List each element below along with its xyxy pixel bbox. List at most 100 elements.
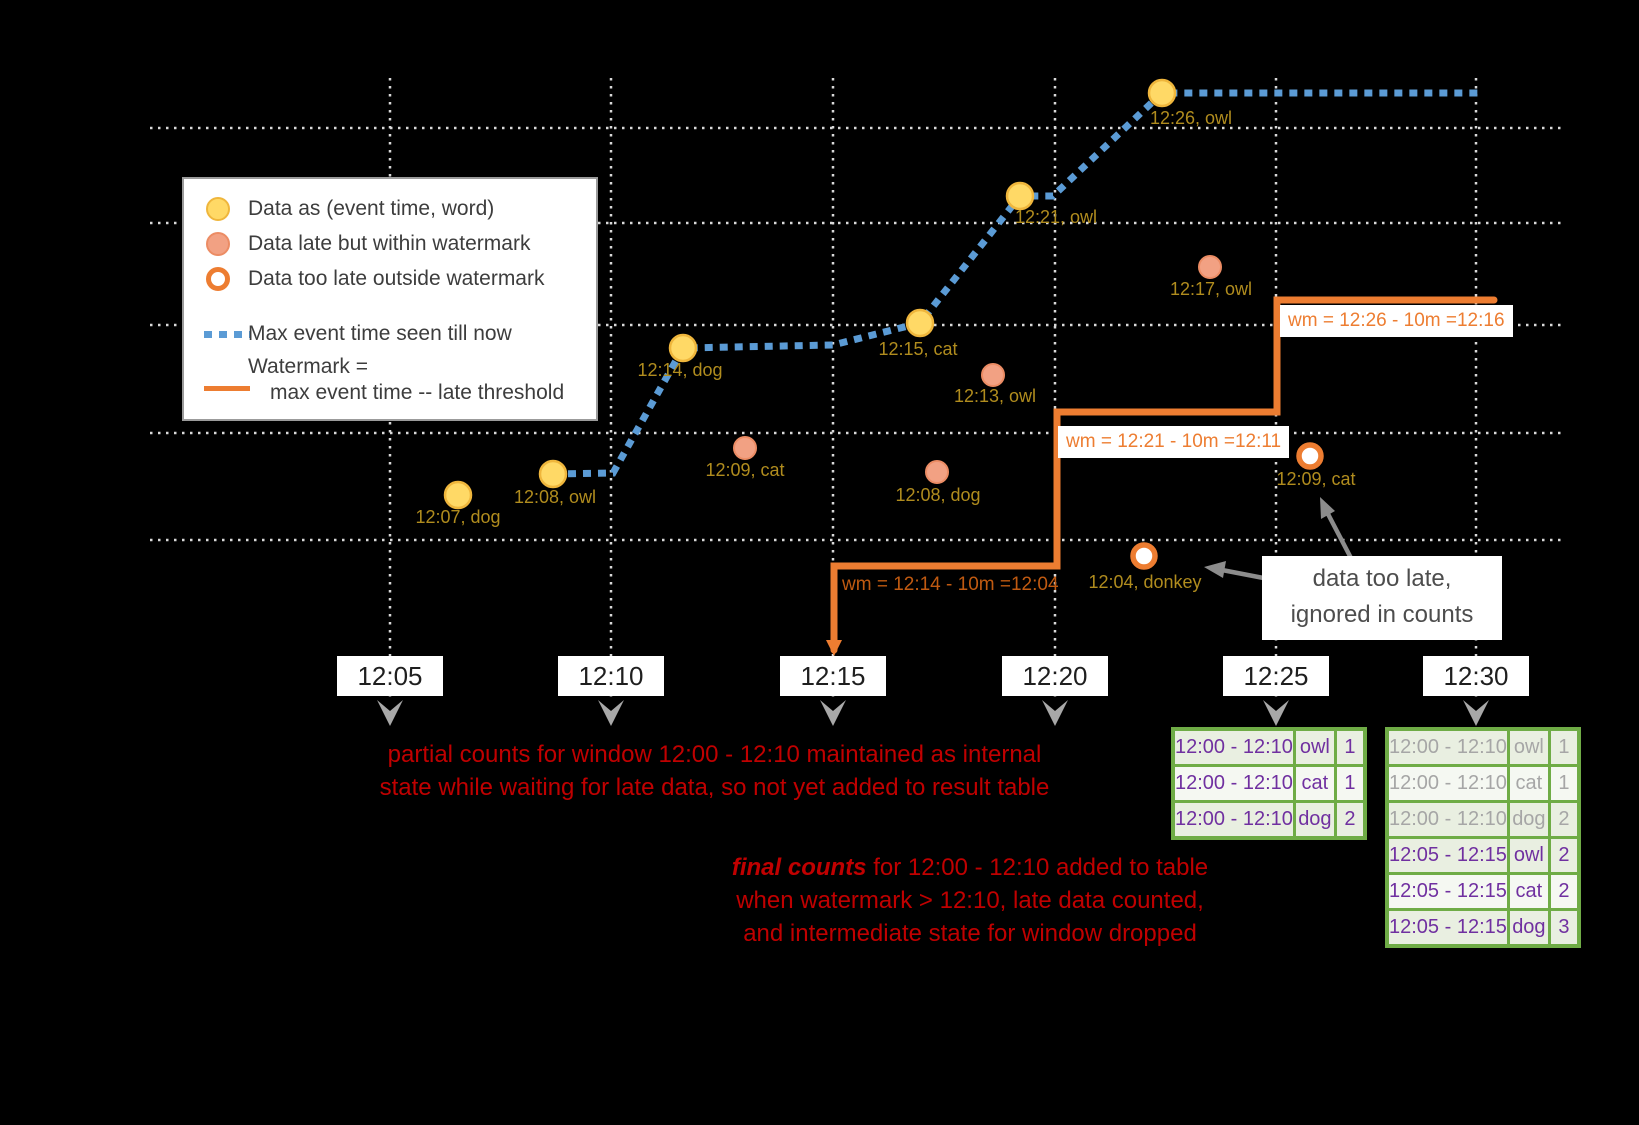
axis-tick-12-25: 12:25: [1223, 656, 1329, 696]
point-late-within: [981, 363, 1005, 387]
axis-tick-12-30: 12:30: [1423, 656, 1529, 696]
arrowhead-icon: [1320, 497, 1335, 519]
point-too-late: [1130, 542, 1158, 570]
watermark-label-2: wm = 12:21 - 10m =12:11: [1058, 426, 1290, 458]
result-table-12-30: 12:00 - 12:10 owl 1 12:00 - 12:10 cat 1 …: [1385, 727, 1581, 948]
data-point-label: 12:09, cat: [1276, 469, 1356, 489]
axis-arrow-icon: [820, 700, 846, 726]
on-time-dot-icon: [206, 197, 230, 221]
axis-arrow-icon: [598, 700, 624, 726]
count-cell: 1: [1333, 764, 1367, 803]
on-time-points: [443, 78, 1177, 510]
point-late-within: [1198, 255, 1222, 279]
too-late-annotation-line1: data too late,: [1312, 565, 1452, 592]
legend-item-label: Data late but within watermark: [248, 232, 531, 255]
window-cell: 12:00 - 12:10: [1385, 800, 1510, 839]
count-cell: 3: [1547, 908, 1581, 948]
too-late-annotation: data too late, ignored in counts: [1262, 556, 1502, 640]
window-cell: 12:00 - 12:10: [1171, 800, 1296, 840]
axis-arrow-icon: [1042, 700, 1068, 726]
axis-arrow-icon: [1463, 700, 1489, 726]
point-on-time: [538, 459, 568, 489]
final-counts-note: final counts for 12:00 - 12:10 added to …: [680, 851, 1260, 950]
partial-counts-note-line1: partial counts for window 12:00 - 12:10 …: [387, 741, 1042, 768]
table-row-dropped: 12:00 - 12:10 cat 1: [1385, 764, 1581, 803]
table-row: 12:05 - 12:15 owl 2: [1385, 836, 1581, 875]
watermark-line-start-arrow-icon: [826, 640, 842, 656]
window-cell: 12:05 - 12:15: [1385, 908, 1510, 948]
final-counts-emphasis: final counts: [731, 854, 867, 881]
table-row-dropped: 12:00 - 12:10 owl 1: [1385, 727, 1581, 767]
point-on-time: [668, 333, 698, 363]
axis-tick-12-10: 12:10: [558, 656, 664, 696]
table-row-dropped: 12:00 - 12:10 dog 2: [1385, 800, 1581, 839]
word-cell: cat: [1292, 764, 1337, 803]
result-table-12-25: 12:00 - 12:10 owl 1 12:00 - 12:10 cat 1 …: [1171, 727, 1367, 840]
axis-tick-12-05: 12:05: [337, 656, 443, 696]
legend-item-label2: max event time -- late threshold: [270, 381, 565, 404]
data-point-label: 12:08, owl: [513, 487, 597, 507]
point-too-late: [1296, 442, 1324, 470]
point-on-time: [1147, 78, 1177, 108]
count-cell: 2: [1547, 800, 1581, 839]
late-within-dot-icon: [206, 232, 230, 256]
point-late-within: [925, 460, 949, 484]
table-row: 12:00 - 12:10 owl 1: [1171, 727, 1367, 767]
data-point-label: 12:04, donkey: [1088, 572, 1202, 592]
window-cell: 12:00 - 12:10: [1171, 764, 1296, 803]
too-late-ring-icon: [206, 267, 230, 291]
window-cell: 12:05 - 12:15: [1385, 836, 1510, 875]
table-row: 12:00 - 12:10 cat 1: [1171, 764, 1367, 803]
window-cell: 12:00 - 12:10: [1171, 727, 1296, 767]
axis-arrow-icon: [1263, 700, 1289, 726]
word-cell: dog: [1292, 800, 1337, 840]
point-on-time: [443, 480, 473, 510]
watermark-line: [830, 296, 1498, 654]
legend-item-label: Max event time seen till now: [248, 322, 512, 345]
orange-line-icon: [204, 386, 250, 391]
partial-counts-note-line2: state while waiting for late data, so no…: [379, 774, 1050, 801]
word-cell: owl: [1506, 727, 1551, 767]
blue-dotted-line-icon: [204, 331, 250, 338]
legend-item-label: Data as (event time, word): [248, 197, 495, 220]
point-late-within: [733, 436, 757, 460]
final-counts-note-line1-rest: for 12:00 - 12:10 added to table: [866, 854, 1209, 881]
max-event-time-line: [552, 89, 1479, 478]
count-cell: 1: [1547, 764, 1581, 803]
watermark-label-1: wm = 12:14 - 10m =12:04: [842, 574, 1059, 595]
legend-item-label: Data too late outside watermark: [248, 267, 545, 290]
word-cell: cat: [1506, 872, 1551, 911]
too-late-points: [1130, 442, 1324, 570]
data-point-label: 12:15, cat: [878, 339, 958, 359]
table-row: 12:05 - 12:15 dog 3: [1385, 908, 1581, 948]
watermark-label-3: wm = 12:26 - 10m =12:16: [1280, 305, 1513, 337]
count-cell: 1: [1333, 727, 1367, 767]
final-counts-note-line1: final counts for 12:00 - 12:10 added to …: [680, 851, 1260, 884]
word-cell: owl: [1506, 836, 1551, 875]
window-cell: 12:05 - 12:15: [1385, 872, 1510, 911]
axis-tick-12-20: 12:20: [1002, 656, 1108, 696]
point-on-time: [1005, 181, 1035, 211]
count-cell: 2: [1547, 872, 1581, 911]
data-point-label: 12:09, cat: [705, 460, 785, 480]
count-cell: 1: [1547, 727, 1581, 767]
arrow-to-late-cat: [1326, 512, 1354, 562]
data-point-label: 12:14, dog: [637, 360, 723, 380]
table-row: 12:00 - 12:10 dog 2: [1171, 800, 1367, 840]
legend-item-label: Watermark =: [248, 355, 368, 378]
final-counts-note-line2: when watermark > 12:10, late data counte…: [736, 887, 1204, 914]
final-counts-note-line3: and intermediate state for window droppe…: [743, 920, 1197, 947]
too-late-annotation-line2: ignored in counts: [1290, 601, 1474, 628]
axis-tick-12-15: 12:15: [780, 656, 886, 696]
word-cell: cat: [1506, 764, 1551, 803]
partial-counts-note: partial counts for window 12:00 - 12:10 …: [327, 738, 1102, 804]
late-within-points: [733, 255, 1222, 484]
count-cell: 2: [1547, 836, 1581, 875]
point-on-time: [905, 308, 935, 338]
word-cell: owl: [1292, 727, 1337, 767]
count-cell: 2: [1333, 800, 1367, 840]
data-point-label: 12:08, dog: [895, 485, 981, 505]
data-point-label: 12:21, owl: [1014, 207, 1098, 227]
data-point-label: 12:26, owl: [1149, 108, 1233, 128]
data-point-label: 12:17, owl: [1169, 279, 1253, 299]
